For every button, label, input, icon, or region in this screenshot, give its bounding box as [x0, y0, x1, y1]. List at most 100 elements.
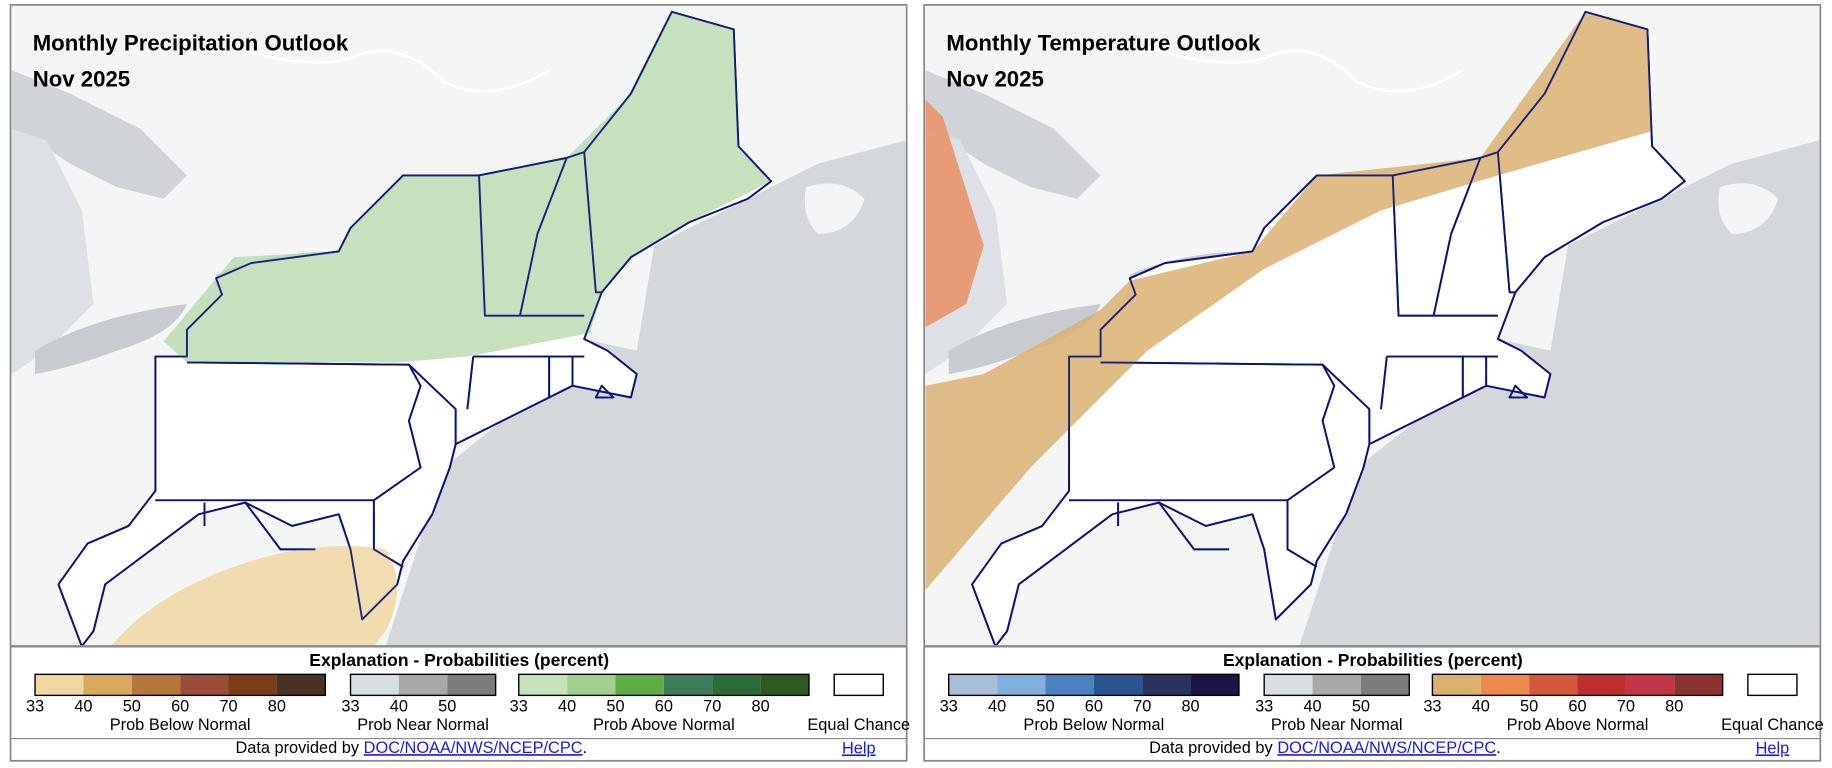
legend-tick-label: 33 [341, 697, 359, 715]
legend-tick-label: 33 [1255, 697, 1273, 715]
legend-tick-label: 70 [1133, 697, 1151, 715]
legend-swatch [760, 674, 809, 696]
legend-tick-label: 80 [1665, 697, 1683, 715]
data-source-link[interactable]: DOC/NOAA/NWS/NCEP/CPC [1277, 739, 1496, 757]
legend-group-label: Prob Near Normal [1271, 716, 1403, 734]
legend-swatch [350, 674, 399, 696]
legend-tick-label: 60 [655, 697, 673, 715]
legend-tick-label: 40 [1472, 697, 1490, 715]
legend-bar-frame [518, 673, 810, 697]
legend-swatch [228, 674, 277, 696]
footer-text: . [1496, 739, 1501, 757]
legend-swatch [1674, 674, 1723, 696]
legend-swatch [1264, 674, 1313, 696]
legend-bar-frame [948, 673, 1240, 697]
legend-tick-label: 50 [123, 697, 141, 715]
legend-swatch [663, 674, 713, 696]
footer-text: Data provided by [235, 739, 359, 757]
above-normal-region [925, 99, 984, 328]
legend-swatch [518, 674, 568, 696]
legend-swatch [398, 674, 448, 696]
outlook-panel: Monthly Temperature Outlook Nov 2025 Expla… [923, 3, 1824, 762]
legend-bar-frame [1263, 673, 1410, 697]
legend-swatch [131, 674, 181, 696]
map-title: Monthly Temperature Outlook [946, 30, 1261, 55]
map-subtitle: Nov 2025 [33, 67, 130, 92]
legend-tick-label: 50 [1036, 697, 1054, 715]
legend-swatch [276, 674, 326, 696]
legend-swatch [1529, 674, 1578, 696]
legend-tick-label: 40 [74, 697, 92, 715]
legend-tick-label: 40 [558, 697, 576, 715]
legend-swatch [948, 674, 998, 696]
legend-bar-frame [349, 673, 497, 697]
legend-swatch [35, 674, 84, 696]
legend-tick-label: 60 [1568, 697, 1586, 715]
legend-tick-label: 50 [438, 697, 456, 715]
legend-tick-label: 40 [390, 697, 408, 715]
legend-tick-label: 60 [1085, 697, 1103, 715]
legend-swatch [1480, 674, 1530, 696]
outlook-panel: Monthly Precipitation Outlook Nov 2025 Exp… [9, 3, 910, 762]
legend-title: Explanation - Probabilities (percent) [309, 650, 609, 670]
footer-text: Data provided by [1149, 739, 1273, 757]
legend-swatch [1142, 674, 1191, 696]
legend-title: Explanation - Probabilities (percent) [1223, 650, 1523, 670]
legend-tick-label: 50 [1352, 697, 1370, 715]
legend-tick-label: 80 [1181, 697, 1199, 715]
legend-swatch [1577, 674, 1626, 696]
legend-tick-label: 60 [171, 697, 189, 715]
legend-swatch [83, 674, 132, 696]
map [11, 6, 906, 647]
legend-swatch [180, 674, 229, 696]
map-title: Monthly Precipitation Outlook [33, 30, 349, 55]
legend-tick-label: 33 [940, 697, 958, 715]
legend-swatch [1625, 674, 1675, 696]
legend-group-label: Prob Below Normal [110, 716, 251, 734]
equal-chance-swatch [1747, 673, 1798, 697]
legend-swatch [997, 674, 1046, 696]
legend-group-label: Prob Near Normal [357, 716, 489, 734]
legend-swatch [567, 674, 616, 696]
map-subtitle: Nov 2025 [946, 67, 1043, 92]
footer: Data provided by DOC/NOAA/NWS/NCEP/CPC. [1149, 739, 1501, 757]
legend-tick-label: 80 [752, 697, 770, 715]
legend-tick-label: 80 [268, 697, 286, 715]
legend-swatch [1432, 674, 1481, 696]
below-normal-region [110, 545, 398, 647]
legend-tick-label: 33 [1423, 697, 1441, 715]
legend-tick-label: 50 [606, 697, 624, 715]
legend-group-label: Equal Chance [1721, 716, 1824, 734]
legend-tick-label: 33 [510, 697, 528, 715]
legend-tick-label: 70 [219, 697, 237, 715]
legend-group-label: Prob Below Normal [1023, 716, 1164, 734]
help-link[interactable]: Help [1756, 739, 1790, 757]
legend-group-label: Equal Chance [807, 716, 910, 734]
equal-chance-swatch [833, 673, 884, 697]
legend-tick-label: 40 [988, 697, 1006, 715]
data-source-link[interactable]: DOC/NOAA/NWS/NCEP/CPC [364, 739, 583, 757]
legend-tick-label: 33 [26, 697, 44, 715]
legend-tick-label: 70 [703, 697, 721, 715]
legend-swatch [1312, 674, 1361, 696]
legend-bar-frame [1431, 673, 1724, 697]
help-link[interactable]: Help [842, 739, 876, 757]
footer: Data provided by DOC/NOAA/NWS/NCEP/CPC. [235, 739, 587, 757]
legend-swatch [615, 674, 664, 696]
map [925, 6, 1820, 647]
legend-swatch [1093, 674, 1143, 696]
legend-group-label: Prob Above Normal [1507, 716, 1649, 734]
legend-swatch [1190, 674, 1239, 696]
legend-group-label: Prob Above Normal [593, 716, 735, 734]
legend-bar-frame [34, 673, 326, 697]
legend-tick-label: 40 [1303, 697, 1321, 715]
legend-swatch [1360, 674, 1410, 696]
legend-tick-label: 70 [1617, 697, 1635, 715]
legend-swatch [1045, 674, 1094, 696]
legend-tick-label: 50 [1520, 697, 1538, 715]
footer-text: . [583, 739, 588, 757]
legend-swatch [712, 674, 761, 696]
legend-swatch [447, 674, 496, 696]
